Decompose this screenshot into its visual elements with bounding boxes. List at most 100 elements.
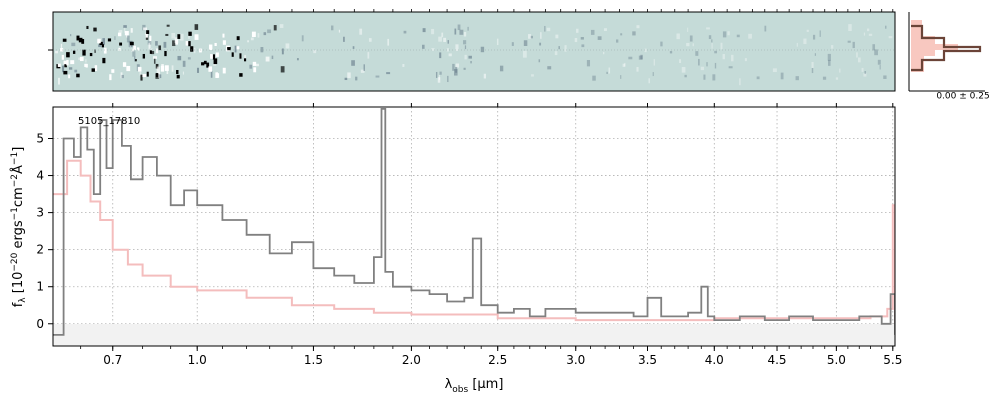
spectrum-2d-pixel — [470, 60, 472, 64]
spectrum-2d-pixel — [620, 75, 622, 79]
spectrum-2d-pixel — [375, 75, 380, 78]
spectrum-2d-pixel — [457, 24, 461, 31]
spectrum-2d-pixel — [159, 74, 162, 79]
spectrum-2d-pixel — [158, 71, 160, 79]
spectrum-2d-pixel — [94, 65, 98, 71]
spectrum-2d-pixel — [447, 75, 449, 83]
spectrum-2d-pixel — [468, 55, 472, 59]
spectrum-2d-pixel — [64, 64, 67, 68]
spectrum-2d-pixel — [70, 34, 72, 37]
spectrum-2d-pixel — [544, 25, 546, 32]
spectrum-2d-pixel — [722, 31, 727, 38]
spectrum-2d-pixel — [138, 67, 142, 72]
x-tick-label: 3.0 — [566, 353, 585, 367]
spectrum-2d-pixel — [239, 53, 242, 59]
spectrum-2d-pixel — [124, 31, 129, 36]
spectrum-1d-panel: 0.7 1.0 1.5 2.0 2.5 3.0 3.5 4.0 4.5 5.0 5.5 0 1 2 3 4 5… — [10, 9, 902, 395]
spectrum-2d-pixel — [172, 40, 176, 47]
spectrum-2d-pixel — [744, 58, 747, 62]
spectrum-2d-pixel — [681, 67, 686, 73]
spectrum-2d-pixel — [82, 49, 86, 56]
spectrum-2d-pixel — [835, 77, 839, 80]
spectrum-2d-pixel — [98, 44, 102, 48]
spectrum-2d-pixel — [546, 27, 551, 32]
spectrum-2d-pixel — [250, 37, 254, 41]
spectrum-2d-pixel — [538, 59, 541, 63]
spectrum-2d-pixel — [193, 47, 196, 54]
spectrum-2d-pixel — [467, 26, 469, 31]
spectrum-2d-pixel — [137, 47, 140, 51]
spectrum-2d-pixel — [679, 59, 682, 64]
spectrum-2d-pixel — [620, 33, 623, 36]
spectrum-2d-pixel — [146, 30, 150, 35]
spectrum-2d-pixel — [63, 70, 68, 75]
spectrum-2d-pixel — [66, 52, 70, 58]
spectrum-2d-pixel — [803, 38, 807, 45]
spectrum-2d-pixel — [94, 49, 96, 53]
spectrum-2d-pixel — [121, 74, 124, 79]
spectrum-2d-pixel — [446, 48, 449, 52]
spectrum-2d-pixel — [91, 68, 95, 72]
spectrum-2d-pixel — [265, 56, 270, 62]
spectrum-2d-pixel — [463, 67, 466, 70]
spectrum-2d-pixel — [148, 43, 150, 50]
spectrum-2d-pixel — [131, 48, 134, 52]
spectrum-2d-pixel — [355, 76, 358, 81]
spectrum-2d-pixel — [70, 60, 75, 65]
y-tick-label: 5 — [36, 131, 44, 145]
spectrum-2d-pixel — [140, 74, 143, 81]
x-tick-label: 5.5 — [883, 353, 902, 367]
spectrum-2d-pixel — [111, 69, 115, 73]
spectrum-2d-pixel — [483, 73, 486, 79]
spectrum-2d-pixel — [452, 63, 455, 71]
spectrum-2d-pixel — [139, 72, 142, 76]
x-tick-label: 1.5 — [304, 353, 323, 367]
spectrum-2d-pixel — [257, 33, 260, 38]
spectrum-2d-pixel — [135, 59, 137, 62]
spectrum-2d-pixel — [711, 43, 713, 49]
spectrum-2d-pixel — [142, 53, 146, 59]
spectrum-2d-pixel — [606, 71, 608, 75]
spectrum-2d-pixel — [194, 24, 199, 30]
spectrum-2d-pixel — [347, 72, 351, 79]
spectrum-2d-pixel — [338, 29, 341, 33]
spectrum-2d-pixel — [343, 36, 345, 42]
spectrum-2d-pixel — [280, 66, 285, 73]
spectrum-2d-pixel — [126, 65, 131, 72]
spectrum-2d-pixel — [236, 36, 240, 41]
spectrum-2d-pixel — [727, 31, 730, 36]
spectrum-2d-pixel — [852, 41, 855, 49]
spectrum-2d-pixel — [212, 54, 216, 60]
spectrum-2d-pixel — [739, 78, 741, 86]
spectrum-2d-pixel — [190, 46, 194, 52]
spectrum-2d-pixel — [222, 40, 226, 45]
spectrum-2d-pixel — [118, 32, 122, 37]
spectrum-2d-pixel — [215, 52, 219, 57]
spectrum-2d-pixel — [480, 46, 485, 53]
spectrum-2d-pixel — [155, 73, 159, 77]
spectrum-2d-pixel — [660, 41, 663, 47]
spectrum-2d-pixel — [863, 73, 867, 77]
x-tick-label: 2.5 — [488, 353, 507, 367]
spectrum-2d-pixel — [868, 33, 873, 36]
spectrum-2d-pixel — [273, 25, 277, 31]
histogram-profile — [911, 20, 982, 72]
spectrum-2d-pixel — [79, 56, 84, 62]
spectrum-2d-pixel — [586, 60, 591, 67]
spectrum-2d-pixel — [296, 58, 299, 61]
spectrum-2d-pixel — [132, 51, 136, 57]
spectrum-2d-pixel — [85, 59, 87, 63]
y-axis-ticks: 0 1 2 3 4 5 — [36, 131, 53, 331]
spectrum-2d-pixel — [120, 72, 123, 79]
histogram-label: 0.00 ± 0.25 — [936, 92, 989, 102]
spectrum-2d-pixel — [438, 36, 442, 42]
spectrum-2d-pixel — [63, 60, 68, 65]
spectrum-2d-pixel — [576, 28, 579, 33]
spectrum-2d-pixel — [632, 31, 636, 36]
spectrum-2d-pixel — [848, 24, 852, 32]
spectrum-2d-pixel — [239, 73, 243, 77]
spectrum-2d-pixel — [806, 29, 809, 32]
spectrum-2d-pixel — [151, 50, 155, 55]
spectrum-2d-pixel — [62, 38, 67, 42]
spectrum-2d-pixel — [684, 74, 687, 78]
